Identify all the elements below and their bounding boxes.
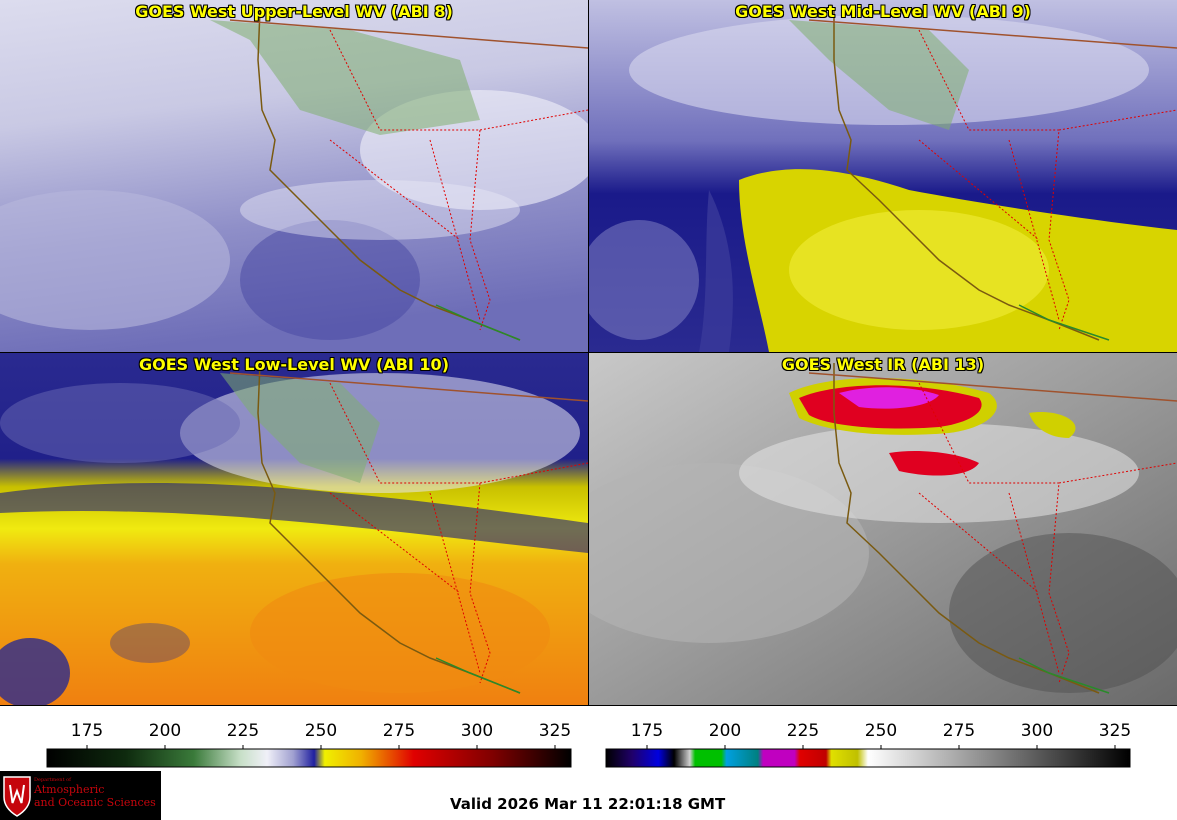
panel-divider-vertical — [588, 0, 589, 706]
panel-divider-horizontal — [0, 352, 1177, 353]
panel-title: GOES West IR (ABI 13) — [781, 355, 985, 374]
low-level-wv-panel: GOES West Low-Level WV (ABI 10) — [0, 353, 588, 705]
ir-colorbar: 175 200 225 250 275 300 325 — [589, 712, 1177, 772]
upper-level-wv-panel: GOES West Upper-Level WV (ABI 8) — [0, 0, 588, 352]
panel-title: GOES West Upper-Level WV (ABI 8) — [135, 2, 453, 21]
colorbar-tick-label: 275 — [383, 721, 415, 741]
colorbar-gradient — [46, 748, 572, 768]
crest-icon — [3, 776, 31, 817]
colorbar-tick-label: 300 — [1021, 721, 1053, 741]
colorbar-tick-label: 325 — [539, 721, 571, 741]
panel-title: GOES West Low-Level WV (ABI 10) — [138, 355, 449, 374]
ir-panel: GOES West IR (ABI 13) — [589, 353, 1177, 705]
mid-level-wv-panel: GOES West Mid-Level WV (ABI 9) — [589, 0, 1177, 352]
logo-dept: Department of — [34, 777, 71, 783]
logo-text: Department of Atmospheric and Oceanic Sc… — [34, 777, 156, 809]
low-level-wv-image — [0, 353, 588, 705]
colorbar-gradient — [605, 748, 1131, 768]
upper-level-wv-image — [0, 0, 588, 352]
ir-image — [589, 353, 1177, 705]
valid-time: Valid 2026 Mar 11 22:01:18 GMT — [450, 795, 726, 813]
colorbar-tick-label: 250 — [305, 721, 337, 741]
logo-line1: Atmospheric — [34, 783, 105, 796]
panel-title: GOES West Mid-Level WV (ABI 9) — [735, 2, 1031, 21]
colorbar-tick-label: 200 — [149, 721, 181, 741]
colorbar-tick-label: 300 — [461, 721, 493, 741]
wv-colorbar: 175 200 225 250 275 300 325 — [0, 712, 588, 772]
panel-divider-bottom — [0, 705, 1177, 706]
colorbar-tick-label: 175 — [71, 721, 103, 741]
colorbar-tick-label: 275 — [943, 721, 975, 741]
colorbar-tick-label: 250 — [865, 721, 897, 741]
colorbar-tick-label: 325 — [1099, 721, 1131, 741]
colorbar-tick-label: 200 — [709, 721, 741, 741]
colorbar-tick-label: 225 — [787, 721, 819, 741]
uw-aos-logo: Department of Atmospheric and Oceanic Sc… — [0, 771, 161, 820]
colorbar-tick-label: 175 — [631, 721, 663, 741]
mid-level-wv-image — [589, 0, 1177, 352]
colorbar-tick-label: 225 — [227, 721, 259, 741]
logo-line2: and Oceanic Sciences — [34, 796, 156, 809]
